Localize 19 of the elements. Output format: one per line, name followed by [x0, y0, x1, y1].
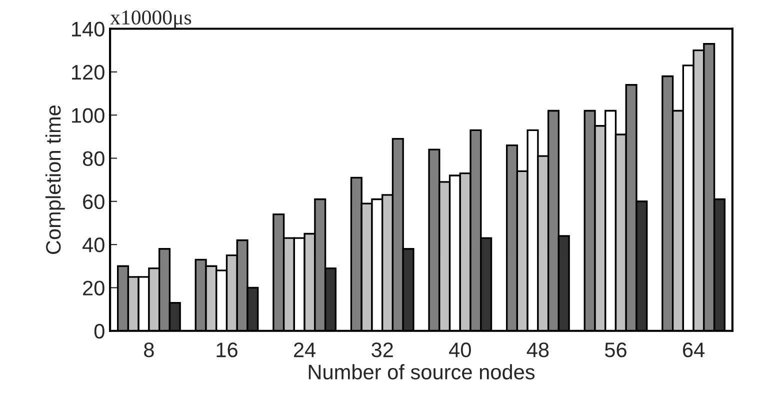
x-tick-label: 40 [449, 342, 471, 358]
y-tick-label: 60 [83, 194, 104, 210]
y-tick-label: 100 [72, 108, 104, 123]
x-tick-label: 24 [294, 342, 316, 358]
y-tick-label: 20 [83, 280, 104, 296]
y-tick-label: 140 [72, 22, 104, 37]
x-tick-label: 8 [144, 342, 154, 358]
x-tick-label: 16 [216, 342, 238, 358]
x-tick-label: 48 [526, 342, 549, 358]
y-tick-label: 40 [82, 238, 104, 252]
x-tick-label: 64 [683, 342, 705, 358]
y-tick-label: 80 [82, 151, 104, 166]
y-tick-label: 120 [72, 64, 104, 80]
y-axis-title: Completion time [45, 105, 65, 254]
x-axis-title: Number of source nodes [308, 364, 535, 380]
y-tick-label: 0 [94, 324, 104, 339]
x-tick-label: 56 [604, 342, 626, 358]
text: x10000μs [110, 10, 192, 29]
x-tick-label: 32 [372, 342, 393, 358]
